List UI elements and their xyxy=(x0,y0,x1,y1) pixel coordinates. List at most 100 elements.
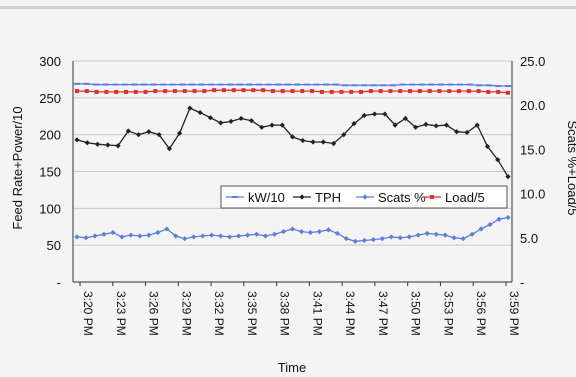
y-tick-label: 150 xyxy=(39,165,61,180)
data-point xyxy=(495,85,502,88)
data-point xyxy=(270,89,275,94)
data-point xyxy=(408,89,413,94)
data-point xyxy=(236,83,243,86)
legend-swatch-marker xyxy=(232,196,238,198)
data-point xyxy=(506,90,510,95)
data-point xyxy=(505,174,511,180)
data-point xyxy=(351,84,358,87)
data-point xyxy=(298,229,305,235)
data-point xyxy=(150,83,157,86)
data-point xyxy=(209,232,215,238)
x-tick-label: 3:59 PM xyxy=(507,291,521,336)
series-scats- xyxy=(74,214,511,244)
y-tick-label: 200 xyxy=(39,128,61,143)
data-point xyxy=(94,141,101,147)
data-point xyxy=(319,89,324,94)
data-point xyxy=(433,231,439,237)
legend-swatch-marker xyxy=(362,194,368,200)
data-point xyxy=(271,231,278,237)
data-point xyxy=(153,89,158,94)
data-point xyxy=(325,227,332,233)
y2-tick-label: 5.0 xyxy=(520,231,538,246)
data-point xyxy=(251,88,256,93)
data-point xyxy=(128,232,134,238)
series-group xyxy=(74,82,511,244)
data-point xyxy=(198,83,205,86)
x-tick-label: 3:38 PM xyxy=(278,291,292,336)
x-axis-ticks: 3:20 PM 3:23 PM 3:26 PM 3:29 PM 3:32 PM 3:35 … xyxy=(81,291,521,336)
data-point xyxy=(182,236,188,242)
data-point xyxy=(265,83,272,86)
data-point xyxy=(110,229,116,236)
data-point xyxy=(361,84,368,87)
gridlines xyxy=(73,60,512,283)
legend-swatch-marker xyxy=(299,194,305,200)
legend-label: Load/5 xyxy=(445,190,485,205)
data-point xyxy=(115,143,121,149)
data-point xyxy=(169,83,176,86)
x-tick-label: 3:47 PM xyxy=(376,291,390,336)
data-point xyxy=(388,234,394,240)
y2-axis-ticks: 25.0 20.0 15.0 10.0 5.0 - xyxy=(520,54,545,290)
data-point xyxy=(191,234,197,240)
data-point xyxy=(218,233,224,239)
data-point xyxy=(368,89,373,94)
legend-swatch-marker xyxy=(430,195,434,199)
y2-tick-label: 25.0 xyxy=(520,54,545,69)
data-point xyxy=(495,157,501,163)
data-point xyxy=(487,221,493,228)
data-point xyxy=(200,233,206,239)
data-point xyxy=(202,89,207,94)
y-axis-label: Feed Rate+Power/10 xyxy=(10,106,25,229)
data-point xyxy=(141,83,148,86)
data-point xyxy=(133,89,138,94)
data-point xyxy=(307,229,314,236)
legend-label: Scats % xyxy=(378,190,426,205)
data-point xyxy=(172,89,177,94)
data-point xyxy=(119,234,125,240)
x-tick-label: 3:56 PM xyxy=(474,291,488,336)
data-point xyxy=(415,232,421,238)
data-point xyxy=(143,89,148,94)
data-point xyxy=(131,83,138,86)
data-point xyxy=(496,89,501,94)
data-point xyxy=(388,89,393,94)
data-point xyxy=(398,89,403,94)
data-point xyxy=(197,109,203,116)
data-point xyxy=(359,89,364,94)
data-point xyxy=(101,231,107,237)
data-point xyxy=(156,132,162,138)
data-point xyxy=(505,85,511,88)
data-point xyxy=(313,83,320,86)
data-point xyxy=(352,238,358,244)
data-point xyxy=(284,83,291,86)
data-point xyxy=(135,132,142,138)
data-point xyxy=(269,122,275,128)
data-point xyxy=(330,140,337,147)
y-tick-label: 300 xyxy=(39,54,61,69)
data-point xyxy=(114,89,119,94)
x-tick-label: 3:44 PM xyxy=(343,291,357,336)
data-point xyxy=(418,83,425,86)
data-point xyxy=(104,89,109,94)
data-point xyxy=(259,124,265,130)
data-point xyxy=(332,83,339,86)
data-point xyxy=(166,146,172,152)
data-point xyxy=(329,89,334,94)
data-point xyxy=(83,82,90,85)
y-tick-label: 100 xyxy=(39,201,61,216)
x-tick-label: 3:20 PM xyxy=(81,291,95,336)
data-point xyxy=(476,89,481,94)
data-point xyxy=(125,128,131,134)
data-point xyxy=(218,120,224,126)
data-point xyxy=(212,88,217,93)
data-point xyxy=(121,83,128,86)
data-point xyxy=(300,137,306,144)
data-point xyxy=(261,88,266,93)
data-point xyxy=(342,84,349,87)
data-point xyxy=(137,233,143,239)
axes xyxy=(72,61,513,286)
data-point xyxy=(303,83,310,86)
data-point xyxy=(505,214,511,221)
data-point xyxy=(437,89,442,94)
